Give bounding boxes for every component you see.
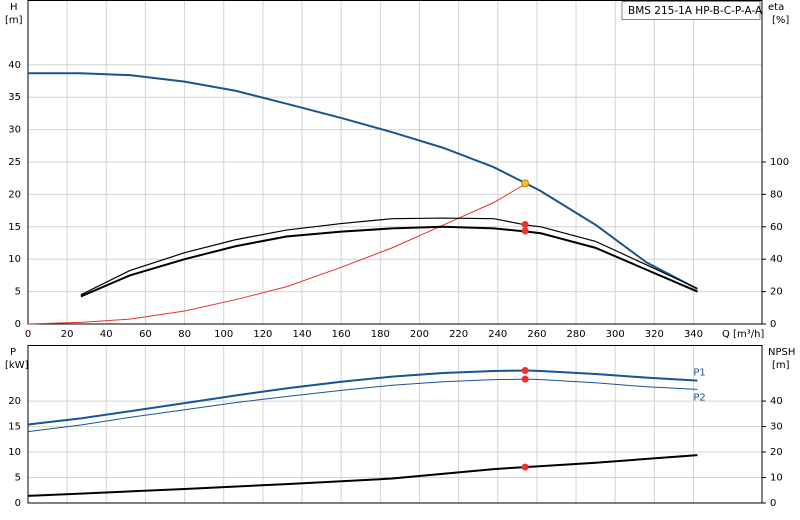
x-tick-label: 320	[645, 329, 664, 340]
x-tick-label: 280	[567, 329, 586, 340]
curve	[80, 217, 698, 296]
x-axis-label: Q [m³/h]	[722, 329, 764, 340]
operating-point	[521, 375, 529, 383]
x-tick-label: 220	[449, 329, 468, 340]
y2-tick-label: 0	[770, 319, 776, 330]
x-tick-label: 300	[606, 329, 625, 340]
x-tick-label: 340	[684, 329, 703, 340]
y-tick-label: 15	[8, 222, 21, 233]
y-axis-unit: [m]	[5, 15, 23, 26]
y-tick-label: 20	[8, 396, 21, 407]
y2-tick-label: 60	[770, 222, 783, 233]
y2-axis-label: eta	[768, 2, 784, 13]
plot-frame	[27, 0, 763, 325]
x-tick-label: 180	[371, 329, 390, 340]
y2-tick-label: 100	[770, 157, 789, 168]
y2-tick-label: 40	[770, 254, 783, 265]
x-tick-label: 80	[178, 329, 191, 340]
y2-tick-label: 40	[770, 396, 783, 407]
y-tick-label: 30	[8, 125, 21, 136]
y-axis-label: H	[10, 2, 18, 13]
x-tick-label: 240	[488, 329, 507, 340]
y2-tick-label: 30	[770, 422, 783, 433]
y-tick-label: 0	[15, 319, 21, 330]
chart-title: BMS 215-1A HP-B-C-P-A-A	[628, 5, 763, 17]
y-tick-label: 25	[8, 157, 21, 168]
y-tick-label: 5	[15, 287, 21, 298]
y2-tick-label: 20	[770, 287, 783, 298]
operating-point	[521, 366, 529, 374]
operating-point	[521, 179, 530, 188]
curve	[28, 72, 698, 290]
x-tick-label: 0	[25, 329, 31, 340]
curve	[27, 182, 528, 325]
y2-tick-label: 10	[770, 473, 783, 484]
y-tick-label: 0	[15, 498, 21, 509]
x-tick-label: 200	[410, 329, 429, 340]
y-tick-label: 10	[8, 447, 21, 458]
y-tick-label: 10	[8, 254, 21, 265]
y2-axis-unit: [m]	[772, 360, 790, 371]
operating-point	[521, 227, 529, 235]
x-tick-label: 260	[527, 329, 546, 340]
y-tick-label: 35	[8, 92, 21, 103]
y2-axis-label: NPSH	[768, 347, 795, 358]
curve	[27, 369, 698, 426]
y-axis-label: P	[10, 347, 16, 358]
x-tick-label: 60	[139, 329, 152, 340]
plot-background	[28, 345, 762, 503]
y2-axis-unit: [%]	[772, 15, 789, 26]
curve-label: P2	[693, 392, 705, 403]
y-tick-label: 40	[8, 60, 21, 71]
y-tick-label: 15	[8, 422, 21, 433]
x-tick-label: 40	[100, 329, 113, 340]
y2-tick-label: 20	[770, 447, 783, 458]
operating-point	[521, 463, 529, 471]
x-tick-label: 160	[332, 329, 351, 340]
y-axis-unit: [kW]	[5, 360, 29, 371]
curve-label: P1	[693, 368, 705, 379]
y-tick-label: 5	[15, 473, 21, 484]
operating-point	[521, 221, 529, 229]
x-tick-label: 120	[253, 329, 272, 340]
y-tick-label: 20	[8, 189, 21, 200]
x-tick-label: 100	[214, 329, 233, 340]
x-tick-label: 140	[292, 329, 311, 340]
x-tick-label: 20	[61, 329, 74, 340]
title-box	[621, 1, 761, 20]
curve	[27, 378, 698, 433]
y2-tick-label: 80	[770, 189, 783, 200]
y2-tick-label: 0	[770, 498, 776, 509]
curve	[80, 225, 698, 298]
curve	[27, 454, 698, 497]
